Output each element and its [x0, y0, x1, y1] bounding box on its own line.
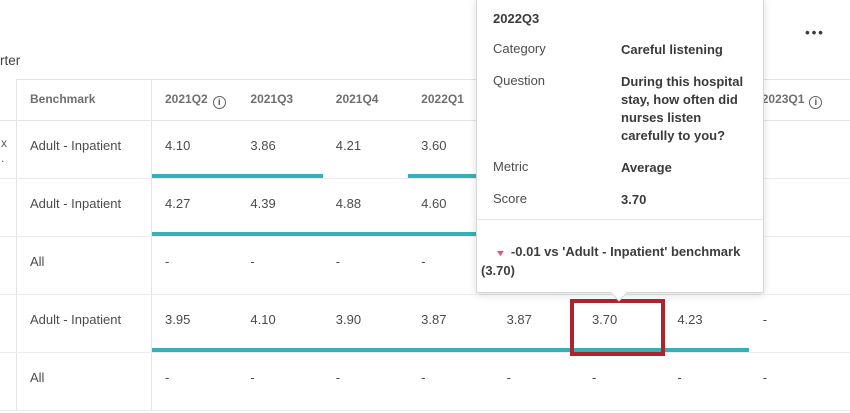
value-cell[interactable]: -: [165, 254, 170, 269]
benchmark-trend-line: [152, 348, 749, 352]
table-row: Adult - Inpatient 4.27 4.39 4.88 4.60: [0, 179, 850, 237]
value-cell[interactable]: 4.10: [250, 312, 276, 327]
info-icon[interactable]: i: [809, 95, 823, 109]
benchmark-trend-line: [152, 174, 323, 178]
tooltip-field-value: Careful listening: [621, 42, 723, 57]
value-cell[interactable]: -: [335, 254, 341, 269]
value-cell[interactable]: 4.88: [335, 196, 362, 211]
tooltip-field-category: Category Careful listening: [493, 41, 749, 59]
value-cell[interactable]: -: [762, 312, 768, 327]
tooltip-field-label: Question: [493, 73, 546, 88]
value-cell[interactable]: 3.60: [421, 138, 447, 153]
cell-tooltip: 2022Q3 Category Careful listening Questi…: [476, 0, 764, 302]
benchmark-cell: Adult - Inpatient: [17, 295, 152, 352]
benchmark-cell: Adult - Inpatient: [17, 179, 152, 236]
tooltip-title: 2022Q3: [493, 11, 540, 26]
column-header-2023q1: 2023Q1 i: [750, 79, 850, 120]
table-top-border: [17, 79, 850, 80]
benchmark-note-line1: -0.01 vs 'Adult - Inpatient' benchmark: [510, 244, 741, 259]
benchmark-note-line2: (3.70): [481, 263, 515, 278]
value-cell[interactable]: 4.60: [421, 196, 447, 211]
value-cell[interactable]: -: [335, 370, 341, 385]
value-cell[interactable]: 4.27: [165, 196, 191, 211]
row-stub-cell: [0, 179, 17, 236]
value-cell[interactable]: -: [165, 370, 170, 385]
value-cell[interactable]: -: [250, 370, 255, 385]
tooltip-field-question: Question During this hospital stay, how …: [493, 73, 749, 145]
header-stub-cell: [0, 79, 17, 120]
benchmark-cell: All: [17, 237, 152, 294]
value-cell[interactable]: 4.39: [250, 196, 276, 211]
table-row: Adult - Inpatient 3.95 4.10 3.90 3.87 3.…: [0, 295, 850, 353]
value-cell[interactable]: [750, 121, 850, 178]
value-cell[interactable]: -: [591, 370, 597, 385]
ellipsis-icon: •••: [805, 24, 825, 40]
table-row: All - - - - - - - -: [0, 353, 850, 411]
tooltip-field-label: Score: [493, 191, 527, 206]
benchmark-trend-line: [408, 174, 494, 178]
value-cell[interactable]: 3.95: [165, 312, 191, 327]
value-cell[interactable]: 4.23: [677, 312, 703, 327]
value-cell[interactable]: -: [421, 370, 426, 385]
value-cell[interactable]: -: [250, 254, 255, 269]
column-header-2021q3: 2021Q3: [250, 92, 294, 106]
options-menu-button[interactable]: •••: [800, 22, 830, 42]
benchmark-cell: All: [17, 353, 152, 410]
benchmark-cell: Adult - Inpatient: [17, 121, 152, 178]
tooltip-benchmark-note: ▼ -0.01 vs 'Adult - Inpatient' benchmark …: [481, 243, 751, 280]
column-header-2022q1: 2022Q1: [421, 92, 464, 106]
benchmark-trend-line: [152, 232, 494, 236]
value-cell[interactable]: -: [762, 370, 768, 385]
tooltip-field-value: During this hospital stay, how often did…: [621, 74, 744, 143]
tooltip-field-label: Category: [493, 41, 546, 56]
value-cell[interactable]: -: [506, 370, 511, 385]
row-stub-cell: [0, 237, 17, 294]
tooltip-field-value: Average: [621, 160, 672, 175]
row-stub-cell: [0, 353, 17, 410]
down-triangle-icon: ▼: [494, 248, 507, 258]
row-stub-fragment: x.: [0, 121, 17, 178]
row-stub-cell: [0, 295, 17, 352]
tooltip-field-metric: Metric Average: [493, 159, 749, 177]
widget-title-fragment: rter: [0, 53, 21, 68]
table-row: x. Adult - Inpatient 4.10 3.86 4.21 3.60: [0, 121, 850, 179]
value-cell[interactable]: 4.21: [335, 138, 362, 153]
value-cell[interactable]: 4.10: [165, 138, 191, 153]
value-cell[interactable]: [750, 179, 850, 236]
column-header-benchmark: Benchmark: [17, 79, 152, 120]
value-cell[interactable]: 3.87: [421, 312, 447, 327]
value-cell[interactable]: -: [421, 254, 426, 269]
value-cell-highlighted[interactable]: 3.70: [591, 312, 618, 327]
column-header-2021q2: 2021Q2 i: [152, 79, 237, 120]
value-cell[interactable]: 3.87: [506, 312, 532, 327]
tooltip-field-value: 3.70: [621, 192, 647, 207]
benchmark-table: Benchmark 2021Q2 i 2021Q3 2021Q4 2022Q1 2…: [0, 79, 850, 411]
value-cell[interactable]: 3.86: [250, 138, 276, 153]
value-cell[interactable]: 3.90: [335, 312, 362, 327]
table-row: All - - - -: [0, 237, 850, 295]
value-cell[interactable]: -: [677, 370, 682, 385]
table-header-row: Benchmark 2021Q2 i 2021Q3 2021Q4 2022Q1 2…: [0, 79, 850, 121]
value-cell[interactable]: [750, 237, 850, 294]
tooltip-field-label: Metric: [493, 159, 529, 174]
tooltip-divider: [477, 219, 763, 220]
column-header-2021q4: 2021Q4: [335, 92, 379, 106]
info-icon[interactable]: i: [212, 95, 226, 109]
tooltip-field-score: Score 3.70: [493, 191, 749, 209]
